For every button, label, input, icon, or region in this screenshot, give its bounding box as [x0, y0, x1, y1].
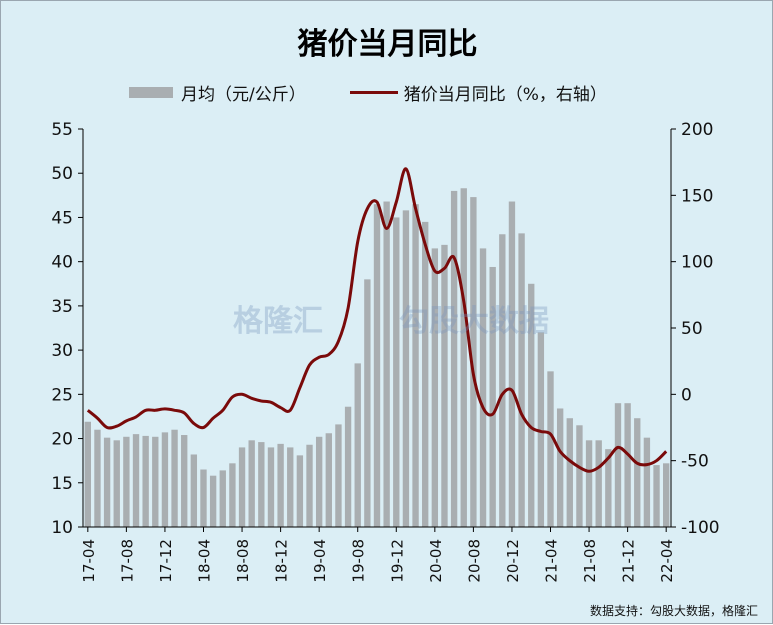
- bar: [364, 279, 370, 527]
- x-tick-label: 20-12: [504, 539, 522, 583]
- bar: [441, 245, 447, 527]
- y-tick-label-right: 0: [681, 385, 692, 405]
- bar: [644, 438, 650, 527]
- x-tick-label: 20-08: [465, 539, 483, 583]
- bar: [220, 470, 226, 527]
- bar: [451, 191, 457, 527]
- y-tick-label-right: 100: [681, 253, 713, 273]
- y-tick-label-right: 50: [681, 319, 703, 339]
- bar: [663, 463, 669, 527]
- bar: [258, 442, 264, 527]
- x-tick-label: 18-08: [234, 539, 252, 583]
- bar: [191, 454, 197, 527]
- watermark-logo-1: 格隆汇: [233, 296, 323, 340]
- bar: [374, 204, 380, 527]
- bar: [393, 217, 399, 527]
- y-tick-label-left: 55: [51, 120, 73, 140]
- bar: [557, 408, 563, 527]
- bar: [355, 363, 361, 527]
- bar: [287, 447, 293, 527]
- y-tick-label-left: 10: [51, 518, 73, 538]
- bar: [518, 233, 524, 527]
- bar: [181, 435, 187, 527]
- y-tick-label-right: 150: [681, 186, 713, 206]
- bar: [152, 437, 158, 527]
- x-tick-label: 21-04: [543, 539, 561, 583]
- x-tick-label: 21-12: [620, 539, 638, 583]
- bar: [412, 204, 418, 527]
- bar: [653, 465, 659, 527]
- bar: [200, 470, 206, 527]
- y-tick-label-right: -50: [681, 452, 709, 472]
- bar: [306, 445, 312, 527]
- bar: [432, 248, 438, 527]
- bar: [239, 447, 245, 527]
- bar: [171, 430, 177, 527]
- bar: [567, 418, 573, 527]
- bar: [123, 437, 129, 527]
- bar: [326, 433, 332, 527]
- watermark-logo-2: 勾股大数据: [399, 296, 549, 340]
- x-tick-label: 17-04: [80, 539, 98, 583]
- bar: [94, 430, 100, 527]
- bar: [576, 425, 582, 527]
- bar: [85, 422, 91, 527]
- bar: [403, 210, 409, 527]
- x-tick-label: 20-04: [427, 539, 445, 583]
- bar: [277, 444, 283, 527]
- bar: [586, 440, 592, 527]
- y-tick-label-left: 40: [51, 253, 73, 273]
- bar: [634, 418, 640, 527]
- x-tick-label: 18-12: [273, 539, 291, 583]
- y-tick-label-right: -100: [681, 518, 720, 538]
- bar: [596, 440, 602, 527]
- bar: [316, 437, 322, 527]
- bar: [383, 202, 389, 527]
- bar: [249, 440, 255, 527]
- x-tick-label: 21-08: [581, 539, 599, 583]
- bar: [499, 234, 505, 527]
- x-tick-label: 17-08: [118, 539, 136, 583]
- x-tick-label: 17-12: [157, 539, 175, 583]
- x-tick-label: 19-04: [311, 539, 329, 583]
- x-tick-label: 19-12: [388, 539, 406, 583]
- bar: [547, 371, 553, 527]
- bar: [509, 202, 515, 527]
- x-tick-label: 18-04: [195, 539, 213, 583]
- y-tick-label-left: 35: [51, 297, 73, 317]
- bar: [133, 434, 139, 527]
- bar: [335, 424, 341, 527]
- bar: [297, 455, 303, 527]
- bar: [480, 248, 486, 527]
- bar: [268, 447, 274, 527]
- bar: [142, 436, 148, 527]
- x-tick-label: 19-08: [350, 539, 368, 583]
- bar: [461, 188, 467, 527]
- y-tick-label-left: 45: [51, 208, 73, 228]
- bar: [114, 440, 120, 527]
- bar: [615, 403, 621, 527]
- y-tick-label-left: 20: [51, 430, 73, 450]
- y-tick-label-left: 50: [51, 164, 73, 184]
- bar: [624, 403, 630, 527]
- bar: [422, 222, 428, 527]
- y-tick-label-right: 200: [681, 120, 713, 140]
- bar: [229, 463, 235, 527]
- bar: [162, 432, 168, 527]
- bar: [345, 407, 351, 527]
- y-tick-label-left: 30: [51, 341, 73, 361]
- bar: [210, 476, 216, 527]
- y-tick-label-left: 15: [51, 474, 73, 494]
- bar: [104, 438, 110, 527]
- x-tick-label: 22-04: [658, 539, 676, 583]
- source-note: 数据支持：勾股大数据，格隆汇: [590, 602, 758, 619]
- y-tick-label-left: 25: [51, 385, 73, 405]
